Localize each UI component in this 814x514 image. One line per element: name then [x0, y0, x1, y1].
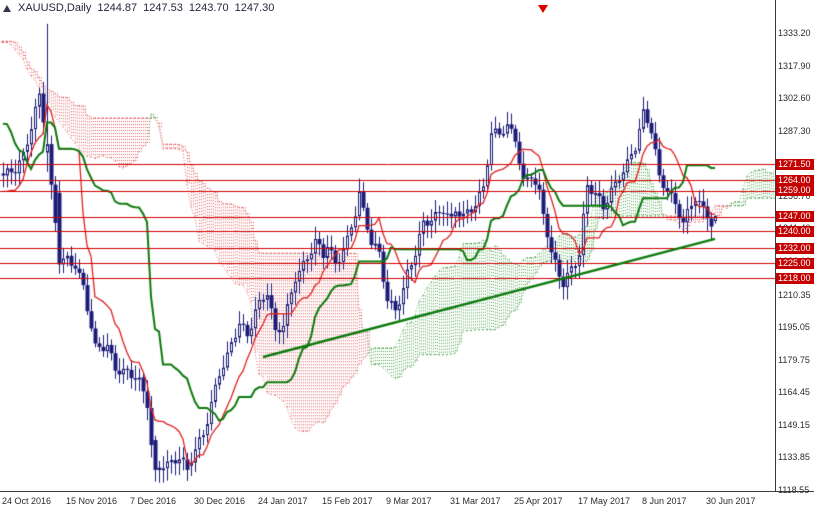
chart-title: XAUUSD,Daily 1244.87 1247.53 1243.70 124… [3, 2, 274, 14]
price-tick-label: 1195.05 [778, 322, 810, 333]
time-label: 30 Dec 2016 [194, 496, 246, 506]
price-tick-label: 1164.45 [778, 387, 810, 398]
time-label: 17 May 2017 [578, 496, 631, 506]
time-label: 31 Mar 2017 [450, 496, 501, 506]
price-tick-label: 1133.85 [778, 452, 810, 463]
price-level-chip: 1247.00 [776, 211, 814, 223]
price-tick-label: 1317.90 [778, 60, 811, 71]
price-tick-label: 1179.75 [778, 354, 810, 365]
time-label: 25 Apr 2017 [514, 496, 563, 506]
price-level-chip: 1264.00 [776, 174, 814, 186]
price-level-chip: 1271.50 [776, 158, 814, 170]
price-level-chip: 1218.00 [776, 272, 814, 284]
time-label: 24 Jan 2017 [258, 496, 308, 506]
time-label: 9 Mar 2017 [386, 496, 432, 506]
price-tick-label: 1118.55 [778, 485, 810, 495]
price-axis[interactable]: 1333.201317.901302.601287.301272.001256.… [776, 0, 814, 495]
time-label: 7 Dec 2016 [130, 496, 177, 506]
price-level-chip: 1225.00 [776, 257, 814, 269]
price-level-chip: 1240.00 [776, 225, 814, 237]
price-tick-label: 1287.30 [778, 125, 811, 136]
time-label: 15 Feb 2017 [322, 496, 373, 506]
high-value: 1247.53 [143, 2, 183, 14]
price-axis-separator [775, 0, 776, 492]
price-level-chip: 1232.00 [776, 242, 814, 254]
sell-arrow-icon [538, 5, 548, 13]
time-axis[interactable]: 24 Oct 2016 15 Nov 2016 7 Dec 2016 30 Dec 2… [0, 493, 775, 514]
time-label: 24 Oct 2016 [2, 496, 52, 506]
chart-canvas[interactable] [0, 0, 775, 491]
low-value: 1243.70 [188, 2, 229, 14]
price-level-chip: 1259.00 [776, 185, 814, 197]
close-value: 1247.30 [234, 2, 275, 14]
open-value: 1244.87 [97, 2, 138, 14]
price-tick-label: 1210.35 [778, 289, 811, 300]
price-tick-label: 1333.20 [778, 28, 811, 38]
symbol-marker-icon [3, 4, 11, 12]
time-label: 30 Jun 2017 [706, 496, 756, 506]
time-axis-separator [0, 491, 814, 492]
time-label: 8 Jun 2017 [642, 496, 687, 506]
price-tick-label: 1149.15 [778, 419, 810, 430]
price-tick-label: 1302.60 [778, 93, 811, 104]
symbol-period-label: XAUUSD,Daily [18, 2, 92, 14]
time-label: 15 Nov 2016 [66, 496, 118, 506]
